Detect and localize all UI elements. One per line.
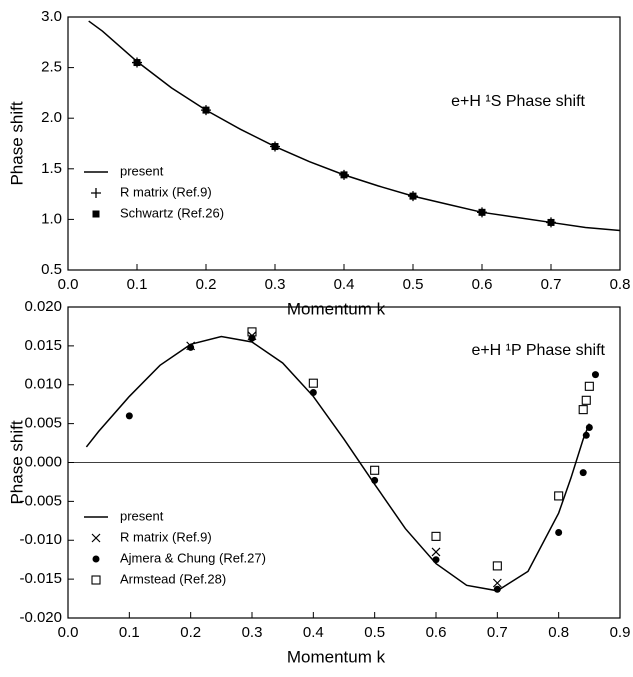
legend-label: Ajmera & Chung (Ref.27) xyxy=(120,550,266,565)
y-tick-label: -0.005 xyxy=(19,492,62,509)
marker-circle xyxy=(371,476,379,484)
marker-square-open xyxy=(431,531,441,541)
x-tick-label: 0.5 xyxy=(403,276,424,293)
legend-label: present xyxy=(120,508,164,523)
marker-square-open xyxy=(91,575,101,585)
x-tick-label: 0.2 xyxy=(196,276,217,293)
x-tick-label: 0.9 xyxy=(610,624,631,641)
marker-circle xyxy=(493,585,501,593)
marker-square xyxy=(133,59,141,67)
y-axis-title: Phase shift xyxy=(7,420,26,504)
marker-circle xyxy=(92,555,100,563)
marker-square xyxy=(271,143,279,151)
x-tick-label: 0.2 xyxy=(180,624,201,641)
marker-circle xyxy=(125,412,133,420)
annotation: e+H ¹P Phase shift xyxy=(471,342,605,359)
y-tick-label: -0.010 xyxy=(19,531,62,548)
x-tick-label: 0.7 xyxy=(487,624,508,641)
legend-label: Armstead (Ref.28) xyxy=(120,571,226,586)
y-tick-label: 0.015 xyxy=(24,337,62,354)
x-tick-label: 0.5 xyxy=(364,624,385,641)
x-tick-label: 0.3 xyxy=(242,624,263,641)
x-tick-label: 0.1 xyxy=(119,624,140,641)
y-tick-label: 0.000 xyxy=(24,453,62,470)
x-tick-label: 0.0 xyxy=(58,624,79,641)
y-tick-label: 2.5 xyxy=(41,59,62,76)
marker-square xyxy=(92,210,100,218)
marker-square xyxy=(340,171,348,179)
marker-square-open xyxy=(581,395,591,405)
marker-circle xyxy=(579,469,587,477)
x-tick-label: 0.4 xyxy=(303,624,324,641)
marker-cross xyxy=(492,578,502,588)
x-tick-label: 0.0 xyxy=(58,276,79,293)
legend-label: R matrix (Ref.9) xyxy=(120,529,212,544)
x-tick-label: 0.3 xyxy=(265,276,286,293)
marker-square-open xyxy=(584,381,594,391)
y-tick-label: 1.0 xyxy=(41,210,62,227)
y-tick-label: 2.0 xyxy=(41,109,62,126)
marker-square-open xyxy=(308,378,318,388)
marker-circle xyxy=(309,389,317,397)
y-tick-label: 1.5 xyxy=(41,160,62,177)
marker-square-open xyxy=(554,491,564,501)
marker-cross xyxy=(91,533,101,543)
y-tick-label: 0.005 xyxy=(24,415,62,432)
x-tick-label: 0.4 xyxy=(334,276,355,293)
marker-circle xyxy=(585,424,593,432)
marker-circle xyxy=(555,528,563,536)
marker-circle xyxy=(582,431,590,439)
x-tick-label: 0.8 xyxy=(610,276,631,293)
y-tick-label: 3.0 xyxy=(41,8,62,25)
x-axis-title: Momentum k xyxy=(287,647,386,666)
marker-square xyxy=(409,192,417,200)
legend-label: R matrix (Ref.9) xyxy=(120,184,212,199)
marker-square xyxy=(547,218,555,226)
y-tick-label: -0.015 xyxy=(19,570,62,587)
marker-square-open xyxy=(370,465,380,475)
annotation: e+H ¹S Phase shift xyxy=(451,93,585,110)
x-tick-label: 0.7 xyxy=(541,276,562,293)
y-tick-label: 0.010 xyxy=(24,376,62,393)
curve xyxy=(85,335,591,592)
x-tick-label: 0.6 xyxy=(426,624,447,641)
legend-label: Schwartz (Ref.26) xyxy=(120,205,224,220)
x-axis-title: Momentum k xyxy=(287,299,386,318)
marker-square-open xyxy=(492,561,502,571)
marker-square xyxy=(478,208,486,216)
marker-square-open xyxy=(578,405,588,415)
y-tick-label: -0.020 xyxy=(19,609,62,626)
x-tick-label: 0.1 xyxy=(127,276,148,293)
x-tick-label: 0.6 xyxy=(472,276,493,293)
marker-square-open xyxy=(247,327,257,337)
y-axis-title: Phase shift xyxy=(7,101,26,185)
x-tick-label: 0.8 xyxy=(548,624,569,641)
marker-circle xyxy=(432,556,440,564)
plot-frame xyxy=(67,16,621,271)
marker-circle xyxy=(187,343,195,351)
marker-square xyxy=(202,106,210,114)
y-tick-label: 0.5 xyxy=(41,261,62,278)
y-tick-label: 0.020 xyxy=(24,298,62,315)
marker-cross xyxy=(431,547,441,557)
marker-circle xyxy=(591,371,599,379)
marker-plus xyxy=(91,188,101,198)
legend-label: present xyxy=(120,163,164,178)
